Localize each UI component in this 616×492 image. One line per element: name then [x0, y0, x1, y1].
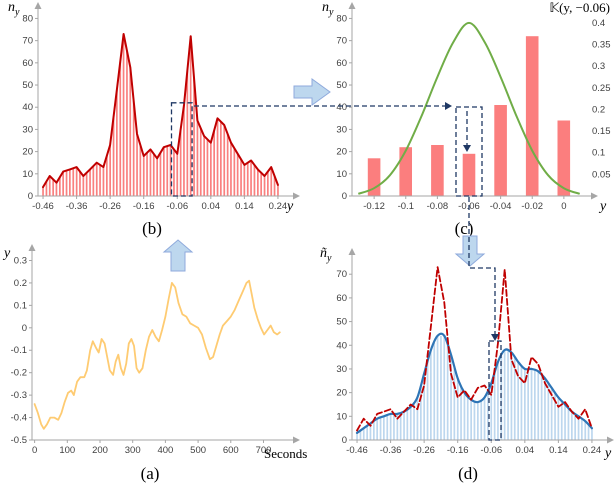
- svg-text:0.05: 0.05: [592, 169, 611, 180]
- svg-text:40: 40: [336, 340, 347, 351]
- svg-text:20: 20: [336, 388, 347, 399]
- svg-text:0.04: 0.04: [202, 201, 221, 212]
- svg-text:-0.26: -0.26: [413, 445, 435, 456]
- svg-text:-0.2: -0.2: [11, 368, 27, 379]
- svg-text:-0.26: -0.26: [99, 201, 121, 212]
- svg-text:40: 40: [336, 102, 347, 113]
- svg-text:-0.12: -0.12: [363, 201, 385, 212]
- svg-text:-0.5: -0.5: [11, 435, 27, 446]
- svg-text:30: 30: [336, 124, 347, 135]
- svg-text:0.4: 0.4: [592, 18, 605, 29]
- svg-text:400: 400: [157, 445, 173, 456]
- svg-text:10: 10: [336, 169, 347, 180]
- svg-text:0: 0: [28, 191, 33, 202]
- svg-text:0: 0: [342, 435, 347, 446]
- caption-b: (b): [142, 219, 162, 238]
- svg-text:60: 60: [22, 58, 33, 69]
- svg-text:0.25: 0.25: [592, 83, 611, 94]
- svg-text:10: 10: [22, 169, 33, 180]
- svg-text:-0.46: -0.46: [346, 445, 368, 456]
- svg-text:-0.06: -0.06: [166, 201, 188, 212]
- b-x-axis-label: y: [287, 199, 294, 214]
- svg-text:600: 600: [223, 445, 239, 456]
- svg-text:-0.4: -0.4: [11, 413, 27, 424]
- svg-text:-0.46: -0.46: [32, 201, 54, 212]
- svg-text:0.1: 0.1: [592, 148, 605, 159]
- chart-b-histogram: -0.46 -0.36 -0.26 -0.16 -0.06 0.04 0.14 0.24 0 10…: [22, 2, 300, 212]
- svg-text:0.3: 0.3: [592, 61, 605, 72]
- svg-text:200: 200: [92, 445, 108, 456]
- svg-text:80: 80: [22, 13, 33, 24]
- svg-text:40: 40: [22, 102, 33, 113]
- svg-text:70: 70: [336, 36, 347, 47]
- svg-text:60: 60: [336, 293, 347, 304]
- svg-text:-0.02: -0.02: [521, 201, 543, 212]
- a-y-axis-label: y: [4, 246, 11, 261]
- svg-text:-0.16: -0.16: [133, 201, 155, 212]
- svg-text:30: 30: [22, 124, 33, 135]
- svg-text:-0.16: -0.16: [447, 445, 469, 456]
- svg-text:0.15: 0.15: [592, 126, 611, 137]
- svg-text:-0.08: -0.08: [427, 201, 449, 212]
- svg-text:0: 0: [342, 191, 347, 202]
- svg-text:20: 20: [22, 147, 33, 158]
- svg-text:0.1: 0.1: [14, 300, 27, 311]
- c-x-axis-label: y: [600, 199, 607, 214]
- caption-c: (c): [454, 219, 474, 238]
- svg-text:50: 50: [336, 80, 347, 91]
- svg-text:0.35: 0.35: [592, 40, 611, 51]
- caption-d: (d): [458, 464, 478, 483]
- svg-text:70: 70: [336, 269, 347, 280]
- chart-a-timeseries: 0 100 200 300 400 500 600 700 -0.5 -0.4 -0.3 -0.2 -0…: [11, 244, 300, 456]
- svg-text:60: 60: [336, 58, 347, 69]
- svg-text:-0.3: -0.3: [11, 390, 27, 401]
- d-y-axis-label: ñy: [320, 246, 332, 264]
- svg-text:50: 50: [336, 317, 347, 328]
- chart-c-kernel: -0.12 -0.1 -0.08 -0.06 -0.04 -0.02 0 0 10 20 30 40 5…: [336, 2, 611, 212]
- d-x-axis-label: y: [605, 446, 612, 461]
- svg-text:-0.36: -0.36: [66, 201, 88, 212]
- svg-text:20: 20: [336, 147, 347, 158]
- svg-text:-0.04: -0.04: [490, 201, 512, 212]
- c-kernel-title: 𝕂(y, −0.06): [549, 0, 610, 15]
- svg-text:0.2: 0.2: [14, 278, 27, 289]
- svg-text:-0.1: -0.1: [11, 345, 27, 356]
- svg-text:0.14: 0.14: [549, 445, 568, 456]
- svg-text:300: 300: [125, 445, 141, 456]
- svg-text:0.2: 0.2: [592, 104, 605, 115]
- svg-text:70: 70: [22, 36, 33, 47]
- svg-text:0: 0: [22, 323, 27, 334]
- c-y-axis-label: ny: [322, 0, 334, 18]
- svg-text:30: 30: [336, 364, 347, 375]
- svg-text:80: 80: [336, 13, 347, 24]
- caption-a: (a): [140, 464, 160, 483]
- svg-text:-0.36: -0.36: [380, 445, 402, 456]
- svg-text:50: 50: [22, 80, 33, 91]
- chart-d-smoothed-histogram: -0.46 -0.36 -0.26 -0.16 -0.06 0.04 0.14 0.24 0 10…: [336, 248, 614, 456]
- svg-text:0.3: 0.3: [14, 256, 27, 267]
- svg-text:0: 0: [32, 445, 37, 456]
- svg-text:0.24: 0.24: [583, 445, 602, 456]
- b-y-axis-label: ny: [8, 0, 20, 18]
- svg-text:-0.06: -0.06: [480, 445, 502, 456]
- svg-text:10: 10: [336, 411, 347, 422]
- a-x-axis-label: Seconds: [264, 446, 308, 461]
- svg-text:100: 100: [59, 445, 75, 456]
- svg-text:0.14: 0.14: [235, 201, 254, 212]
- svg-text:500: 500: [190, 445, 206, 456]
- svg-text:700: 700: [256, 445, 272, 456]
- svg-text:-0.1: -0.1: [398, 201, 414, 212]
- svg-text:0.24: 0.24: [269, 201, 288, 212]
- svg-text:0: 0: [561, 201, 566, 212]
- svg-text:-0.06: -0.06: [458, 201, 480, 212]
- svg-text:0.04: 0.04: [516, 445, 535, 456]
